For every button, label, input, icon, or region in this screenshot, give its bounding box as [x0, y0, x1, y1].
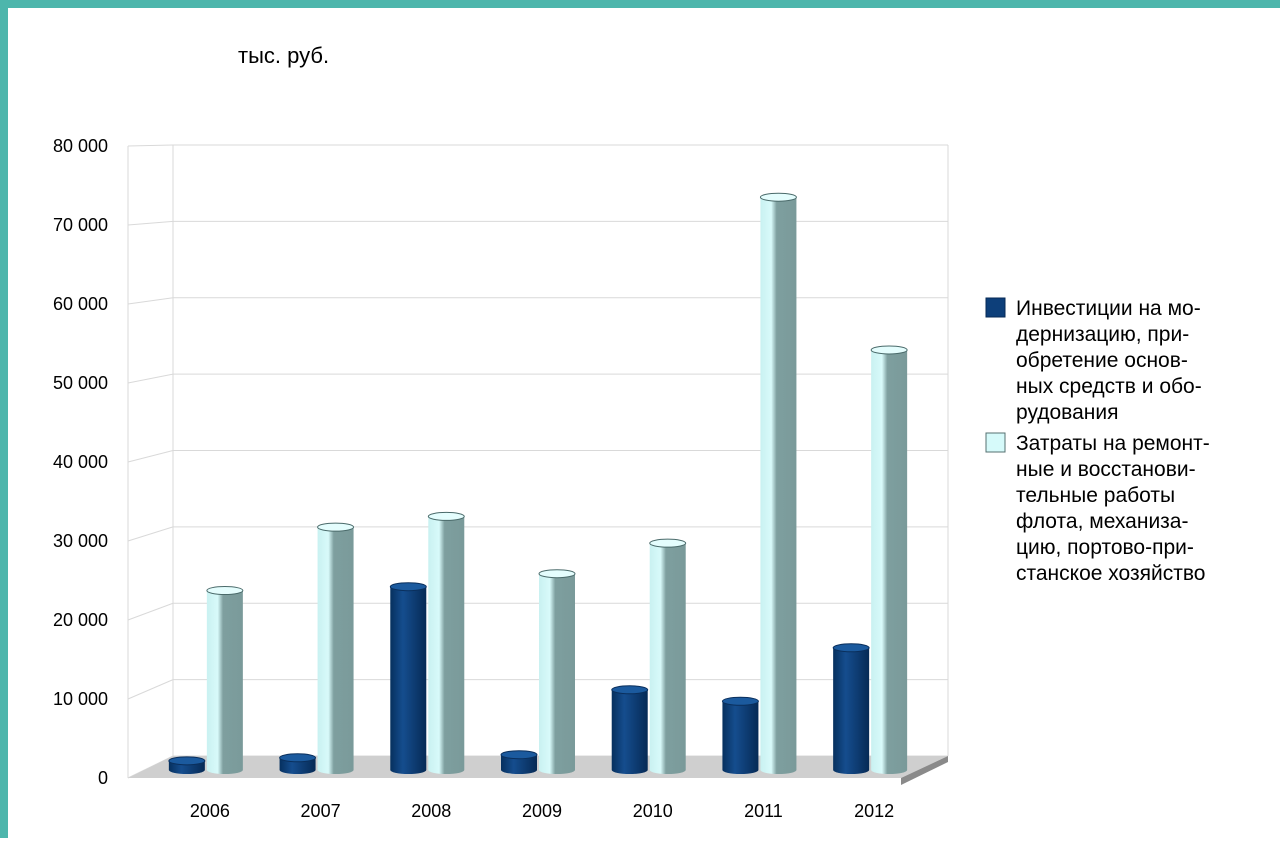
bar-top-investments [611, 685, 649, 695]
legend-label: Затраты на ремонт- [1016, 432, 1210, 455]
y-tick-label: 30 000 [53, 531, 108, 551]
gridline-side [127, 526, 174, 542]
unit-label: тыс. руб. [238, 43, 329, 68]
legend-label: ные и восстанови- [1016, 458, 1196, 481]
bar-top-repair-costs [538, 569, 576, 579]
gridline-side [127, 679, 174, 700]
bar-top-investments [500, 750, 538, 760]
legend-label: дернизацию, при- [1016, 323, 1189, 346]
bar-repair-costs [760, 197, 797, 774]
legend-label: тельные работы [1016, 484, 1175, 507]
bar-top-repair-costs [870, 345, 908, 355]
chart-floor [128, 756, 948, 785]
bar-repair-costs [649, 543, 686, 774]
legend-label: Инвестиции на мо- [1016, 297, 1201, 320]
floor-edge [901, 756, 948, 785]
bar-top-repair-costs [427, 511, 465, 521]
bar-top-repair-costs [317, 522, 355, 532]
y-tick-label: 50 000 [53, 373, 108, 393]
x-axis-ticks: 2006 2007 2008 2009 2010 2011 2012 [190, 801, 894, 821]
x-tick-label: 2006 [190, 801, 230, 821]
gridlines [127, 144, 949, 779]
legend-swatch [985, 432, 1006, 453]
bars [168, 192, 908, 774]
x-tick-label: 2012 [854, 801, 894, 821]
bar-repair-costs [428, 516, 465, 774]
chart-canvas: тыс. руб. 0 10 000 20 000 30 000 40 000 50 00… [53, 43, 1210, 821]
bar-investments [390, 586, 427, 774]
bar-investments [279, 757, 316, 774]
gridline-side [127, 373, 174, 384]
legend-label: флота, механиза- [1016, 510, 1188, 533]
gridline-side [127, 220, 174, 226]
y-axis-ticks: 0 10 000 20 000 30 000 40 000 50 000 60 000 70 … [53, 136, 108, 788]
floor-top [128, 756, 948, 778]
bar-top-investments [168, 756, 206, 766]
x-tick-label: 2007 [301, 801, 341, 821]
bar-investments [722, 701, 759, 774]
bar-investments [501, 754, 537, 774]
bar-repair-costs [206, 590, 243, 774]
legend: Инвестиции на мо-дернизацию, при-обретен… [985, 297, 1210, 585]
x-tick-label: 2009 [522, 801, 562, 821]
x-tick-label: 2010 [633, 801, 673, 821]
legend-swatch [985, 297, 1006, 318]
x-tick-label: 2008 [411, 801, 451, 821]
bar-top-repair-costs [206, 586, 244, 596]
y-tick-label: 10 000 [53, 689, 108, 709]
gridline-side [127, 297, 174, 305]
y-tick-label: 20 000 [53, 610, 108, 630]
bar-investments [833, 647, 870, 774]
bar-repair-costs [539, 573, 575, 774]
bar-top-investments [389, 582, 427, 592]
bar-top-repair-costs [759, 192, 797, 202]
x-tick-label: 2011 [744, 801, 783, 821]
gridline-side [127, 144, 174, 147]
y-tick-label: 70 000 [53, 215, 108, 235]
y-tick-label: 80 000 [53, 136, 108, 156]
bar-repair-costs [871, 349, 908, 774]
legend-label: ных средств и обо- [1016, 375, 1202, 398]
bar-top-repair-costs [649, 538, 687, 548]
legend-label: станское хозяйство [1016, 562, 1205, 585]
bar-top-investments [279, 753, 317, 763]
bar-repair-costs [317, 527, 354, 774]
legend-label: рудования [1016, 401, 1118, 424]
y-tick-label: 40 000 [53, 452, 108, 472]
gridline-side [127, 450, 174, 463]
y-tick-label: 60 000 [53, 294, 108, 314]
bar-top-investments [832, 643, 870, 653]
gridline-side [127, 602, 174, 621]
bar-top-investments [721, 696, 759, 706]
legend-label: обретение основ- [1016, 349, 1188, 372]
bar-investments [611, 689, 648, 774]
legend-label: цию, портово-при- [1016, 536, 1194, 559]
y-tick-label: 0 [98, 768, 108, 788]
